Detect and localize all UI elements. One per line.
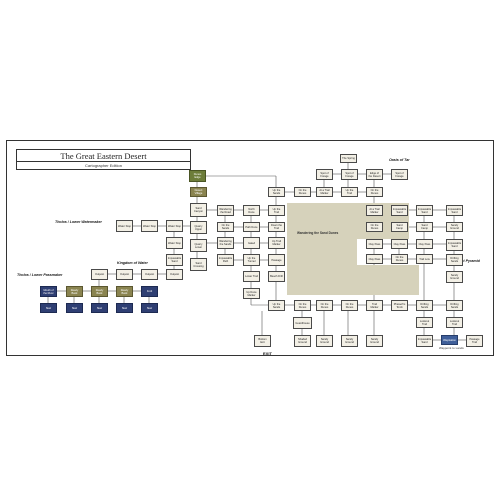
- map-node[interactable]: Spot of Forage: [391, 169, 408, 180]
- map-node[interactable]: Quarry Upper: [190, 221, 207, 234]
- waypoint-label: Waypoint to Lands: [439, 346, 464, 350]
- map-node[interactable]: On the Sands: [217, 222, 234, 232]
- map-node[interactable]: Mouth of the River: [40, 286, 57, 297]
- map-node[interactable]: Wandering the Sands: [217, 237, 234, 249]
- map-node[interactable]: Sand Crossing: [190, 258, 207, 271]
- map-node[interactable]: Reedy Bank: [116, 286, 133, 297]
- map-node[interactable]: Clay Pass: [391, 239, 408, 249]
- map-node[interactable]: Drifting Sands: [416, 300, 433, 311]
- map-node[interactable]: On the Dunes: [316, 300, 333, 311]
- map-node[interactable]: Water Stop: [166, 220, 183, 232]
- map-node[interactable]: Wandering the Road: [217, 205, 234, 216]
- map-node[interactable]: Shaded Ground: [294, 335, 311, 347]
- map-node[interactable]: Impassable Sand: [446, 205, 463, 216]
- map-node[interactable]: Pharaoh's Tomb: [391, 300, 408, 311]
- map-node[interactable]: Guardhouse: [293, 317, 312, 329]
- map-node[interactable]: Lookout Trail: [446, 317, 463, 328]
- tholos-water-label: Tholos / Lower Watermaker: [55, 220, 102, 224]
- map-node[interactable]: The Spring: [340, 154, 357, 163]
- map-node[interactable]: Outpost: [91, 269, 108, 280]
- map-node[interactable]: Gated: [243, 237, 260, 249]
- map-node[interactable]: Edge of the Desert: [366, 169, 383, 180]
- map-node[interactable]: Up the Trail: [341, 187, 358, 197]
- map-node[interactable]: Stair: [66, 303, 83, 313]
- map-node[interactable]: Up the Tunnel: [243, 254, 260, 266]
- map-node[interactable]: Water Stop: [166, 237, 183, 249]
- map-node[interactable]: Impassable Sand: [416, 335, 433, 347]
- map-node[interactable]: Trail Low: [416, 254, 433, 264]
- start-node[interactable]: Dunes Edge: [189, 170, 206, 182]
- map-node[interactable]: On the Dunes: [366, 187, 383, 197]
- map-node[interactable]: Clay Pass: [366, 239, 383, 249]
- exit-label: EXIT: [263, 351, 272, 356]
- map-node[interactable]: Ford: [141, 286, 158, 297]
- map-node[interactable]: Sand Camp: [416, 222, 433, 232]
- map-node[interactable]: Sand Canyon: [190, 203, 207, 217]
- map-node[interactable]: Outpost: [116, 269, 133, 280]
- region-name-label: Wandering the Sand Dunes: [297, 231, 339, 235]
- map-node[interactable]: Up Dune Marker: [243, 288, 260, 299]
- map-node[interactable]: Sandy Ground: [446, 222, 463, 232]
- map-node[interactable]: Passage Trail: [466, 335, 483, 347]
- map-node[interactable]: Path Dune: [243, 222, 260, 232]
- map-node[interactable]: At a Trail Marker: [366, 205, 383, 216]
- map-node[interactable]: Clay Pass: [416, 239, 433, 249]
- map-node[interactable]: Up the Sands: [268, 187, 285, 197]
- map-node[interactable]: On the Dunes: [391, 254, 408, 264]
- tholos-lower-label: Tholos / Lower Passmaker: [17, 273, 63, 277]
- map-node[interactable]: Spot of Forage: [316, 169, 333, 180]
- map-node[interactable]: Drifting Sands: [446, 254, 463, 266]
- map-node[interactable]: Stair: [141, 303, 158, 313]
- map-node[interactable]: Stair: [91, 303, 108, 313]
- map-node[interactable]: On the Dunes: [341, 300, 358, 311]
- map-node[interactable]: North Dune: [243, 205, 260, 216]
- map-subtitle: Cartographer Edition: [16, 162, 191, 170]
- map-node[interactable]: Impassable Sand: [166, 254, 183, 266]
- map-node[interactable]: Beach Drift: [268, 271, 285, 282]
- map-node[interactable]: Stair: [116, 303, 133, 313]
- map-node[interactable]: Trail Marker: [366, 300, 383, 311]
- map-node[interactable]: Stair: [40, 303, 57, 313]
- map-node[interactable]: At a Trail Marker: [316, 187, 333, 197]
- map-node[interactable]: Waystation: [441, 335, 458, 345]
- map-node[interactable]: Bottom Exit: [254, 335, 271, 347]
- map-node[interactable]: Water Stop: [141, 220, 158, 232]
- map-node[interactable]: Passage: [268, 254, 285, 266]
- map-node[interactable]: Impassable Sand: [446, 239, 463, 251]
- map-node[interactable]: Impassable Path: [217, 254, 234, 266]
- kingdom-water-label: Kingdom of Water: [117, 261, 148, 265]
- map-node[interactable]: Up the Trail: [268, 205, 285, 216]
- map-node[interactable]: Water Stop: [116, 220, 133, 232]
- map-node[interactable]: Desert Village: [190, 187, 207, 197]
- desert-map: The Great Eastern Desert Cartographer Ed…: [6, 140, 494, 356]
- map-node[interactable]: On the Dunes: [366, 222, 383, 232]
- map-node[interactable]: Impassable Sand: [391, 205, 408, 216]
- map-node[interactable]: Sandy Ground: [316, 335, 333, 347]
- map-node[interactable]: Sandy Ground: [366, 335, 383, 347]
- map-node[interactable]: Outpost: [166, 269, 183, 280]
- map-node[interactable]: Up Trail Marker: [268, 237, 285, 249]
- map-node[interactable]: Sandy Ground: [341, 335, 358, 347]
- map-node[interactable]: Reedy Bank: [66, 286, 83, 297]
- lost-pyramid-label: Lost Pyramid: [457, 259, 480, 263]
- map-node[interactable]: Lookout Trail: [416, 317, 433, 328]
- map-node[interactable]: Sand Camp: [391, 222, 408, 232]
- map-node[interactable]: On the Dunes: [294, 300, 311, 311]
- map-node[interactable]: Spot of Forage: [341, 169, 358, 180]
- map-node[interactable]: On the Dunes: [294, 187, 311, 197]
- map-title: The Great Eastern Desert: [16, 149, 191, 162]
- map-node[interactable]: Outpost: [141, 269, 158, 280]
- map-node[interactable]: Lower Trail: [243, 271, 260, 282]
- map-node[interactable]: Drifting Sands: [446, 300, 463, 311]
- oasis-label: Oasis of Tar: [389, 158, 410, 162]
- map-node[interactable]: Clay Pass: [366, 254, 383, 264]
- map-node[interactable]: Up the Sands: [268, 300, 285, 311]
- map-node[interactable]: Sandy Ground: [446, 271, 463, 283]
- map-node[interactable]: Quarry Lower: [190, 239, 207, 252]
- map-node[interactable]: Impassable Sand: [416, 205, 433, 216]
- sand-dunes-region-south: [287, 265, 419, 295]
- map-node[interactable]: Down the Trail: [268, 222, 285, 232]
- map-node[interactable]: Reedy Bank: [91, 286, 108, 297]
